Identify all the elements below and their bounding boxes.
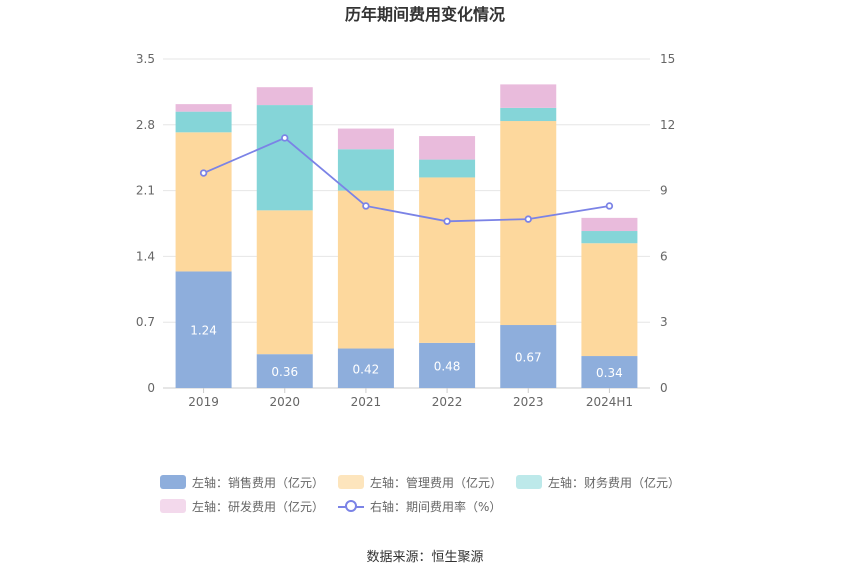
left-tick-label: 0.7 — [136, 315, 155, 329]
legend-item[interactable]: 左轴：研发费用（亿元） — [160, 498, 324, 515]
bar-data-label: 0.34 — [596, 366, 623, 380]
bar-segment — [337, 149, 394, 191]
legend-item[interactable]: 左轴：财务费用（亿元） — [516, 474, 680, 491]
legend-label: 左轴：研发费用（亿元） — [192, 499, 325, 514]
axes: 0 0 0.7 3 1.4 6 2.1 9 2.8 12 3.5 15 2019 2020 2021 2022… — [136, 52, 675, 409]
right-tick-label: 12 — [660, 118, 675, 132]
bar-data-label: 0.36 — [271, 365, 298, 379]
bar-segment — [581, 217, 638, 232]
bar-segment — [419, 342, 476, 388]
bar-segment — [500, 121, 557, 326]
bar-segment — [581, 243, 638, 357]
bar-segment — [175, 271, 232, 388]
right-tick-label: 15 — [660, 52, 675, 66]
x-tick-label: 2019 — [188, 395, 219, 409]
right-tick-label: 0 — [660, 381, 668, 395]
right-tick-label: 3 — [660, 315, 668, 329]
rate-line — [199, 134, 614, 226]
legend-swatch — [338, 475, 365, 489]
grid — [163, 58, 650, 389]
legend-row: 左轴：销售费用（亿元） 左轴：管理费用（亿元） 左轴：财务费用（亿元） — [160, 470, 720, 494]
rate-point — [524, 215, 532, 223]
left-tick-label: 2.8 — [136, 118, 155, 132]
bar-segment — [500, 107, 557, 122]
bars: 1.24 0.36 0.42 0.48 0.67 0.34 — [175, 84, 638, 388]
legend-swatch — [160, 499, 186, 513]
bar-data-label: 0.48 — [434, 359, 461, 373]
legend-swatch — [516, 475, 543, 489]
left-tick-label: 1.4 — [136, 249, 155, 263]
rate-point — [605, 202, 614, 210]
legend-item[interactable]: 左轴：销售费用（亿元） — [160, 474, 324, 491]
legend-label: 左轴：销售费用（亿元） — [192, 475, 325, 490]
data-source: 数据来源：恒生聚源 — [366, 550, 484, 565]
chart-title: 历年期间费用变化情况 — [345, 5, 505, 24]
bar-segment — [337, 128, 394, 150]
bar-segment — [256, 210, 313, 355]
bar-segment — [175, 132, 232, 272]
x-tick-label: 2021 — [351, 395, 382, 409]
left-tick-label: 2.1 — [136, 184, 155, 198]
legend-label: 左轴：财务费用（亿元） — [548, 475, 681, 490]
bar-segment — [256, 354, 313, 388]
legend-label: 左轴：管理费用（亿元） — [370, 475, 503, 490]
x-tick-label: 2023 — [513, 395, 544, 409]
right-tick-label: 9 — [660, 184, 668, 198]
bar-segment — [337, 190, 394, 349]
rate-line-path — [203, 136, 610, 223]
legend-item[interactable]: 右轴：期间费用率（%） — [338, 498, 501, 515]
rate-point — [443, 217, 451, 226]
legend-item[interactable]: 左轴：管理费用（亿元） — [338, 474, 502, 491]
bar-segment — [337, 348, 394, 388]
bar-segment — [581, 356, 638, 388]
bar-segment — [256, 105, 313, 211]
legend-row: 左轴：研发费用（亿元） 右轴：期间费用率（%） — [160, 494, 720, 518]
legend-swatch — [160, 475, 186, 489]
x-tick-label: 2024H1 — [586, 395, 633, 409]
bar-data-label: 0.42 — [353, 362, 380, 376]
left-tick-label: 3.5 — [136, 52, 155, 66]
right-tick-label: 6 — [660, 249, 668, 263]
x-tick-label: 2022 — [432, 395, 463, 409]
x-tick-label: 2020 — [269, 395, 300, 409]
legend-label: 右轴：期间费用率（%） — [370, 499, 502, 514]
bar-data-label: 0.67 — [515, 351, 542, 365]
left-tick-label: 0 — [147, 381, 155, 395]
bar-segment — [419, 159, 476, 178]
bar-segment — [175, 104, 232, 112]
bar-segment — [175, 111, 232, 133]
rate-point — [362, 202, 370, 210]
bar-segment — [500, 325, 557, 388]
rate-point — [281, 134, 289, 142]
bar-segment — [581, 231, 638, 244]
bar-segment — [419, 177, 476, 343]
legend-line-swatch — [338, 499, 365, 513]
rate-point — [199, 169, 208, 177]
legend: 左轴：销售费用（亿元） 左轴：管理费用（亿元） 左轴：财务费用（亿元） 左轴：研发费用… — [160, 470, 720, 518]
bar-segment — [256, 87, 313, 106]
bar-segment — [419, 136, 476, 160]
bar-data-label: 1.24 — [190, 324, 217, 338]
bar-segment — [500, 84, 557, 108]
